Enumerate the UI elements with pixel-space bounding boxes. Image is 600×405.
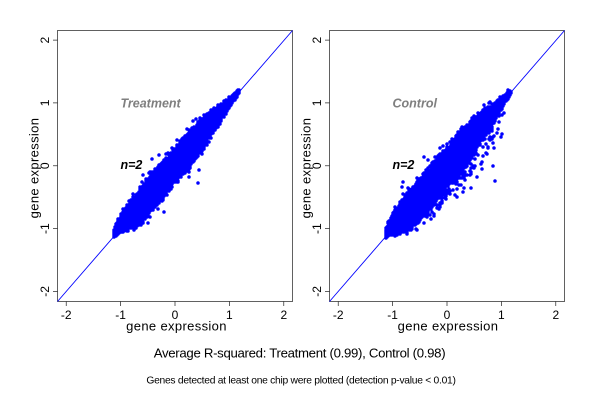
svg-text:Average R-squared: Treatment (: Average R-squared: Treatment (0.99), Con… [154, 345, 446, 360]
svg-text:Treatment: Treatment [121, 97, 182, 111]
svg-text:0: 0 [310, 162, 324, 169]
svg-text:2: 2 [38, 36, 52, 43]
svg-text:Genes detected at least one ch: Genes detected at least one chip were pl… [146, 375, 455, 386]
svg-text:n=2: n=2 [393, 158, 415, 172]
svg-text:n=2: n=2 [121, 158, 143, 172]
svg-text:2: 2 [310, 36, 324, 43]
svg-text:gene expression: gene expression [299, 118, 314, 219]
svg-text:-1: -1 [387, 308, 398, 322]
svg-text:gene expression: gene expression [126, 319, 227, 334]
svg-text:gene expression: gene expression [398, 319, 499, 334]
svg-text:2: 2 [552, 308, 559, 322]
svg-text:-1: -1 [38, 223, 52, 234]
svg-text:-2: -2 [61, 308, 72, 322]
svg-text:0: 0 [444, 308, 451, 322]
svg-text:1: 1 [310, 99, 324, 106]
svg-text:-1: -1 [310, 223, 324, 234]
svg-text:0: 0 [172, 308, 179, 322]
svg-text:gene expression: gene expression [27, 118, 42, 219]
svg-text:-2: -2 [310, 286, 324, 297]
svg-text:2: 2 [280, 308, 287, 322]
svg-text:1: 1 [498, 308, 505, 322]
svg-text:1: 1 [38, 99, 52, 106]
svg-text:-2: -2 [333, 308, 344, 322]
svg-text:Control: Control [393, 97, 438, 111]
svg-text:0: 0 [38, 162, 52, 169]
svg-text:1: 1 [226, 308, 233, 322]
svg-text:-1: -1 [115, 308, 126, 322]
svg-text:-2: -2 [38, 286, 52, 297]
